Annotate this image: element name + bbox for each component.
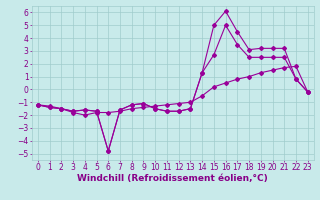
X-axis label: Windchill (Refroidissement éolien,°C): Windchill (Refroidissement éolien,°C)	[77, 174, 268, 183]
